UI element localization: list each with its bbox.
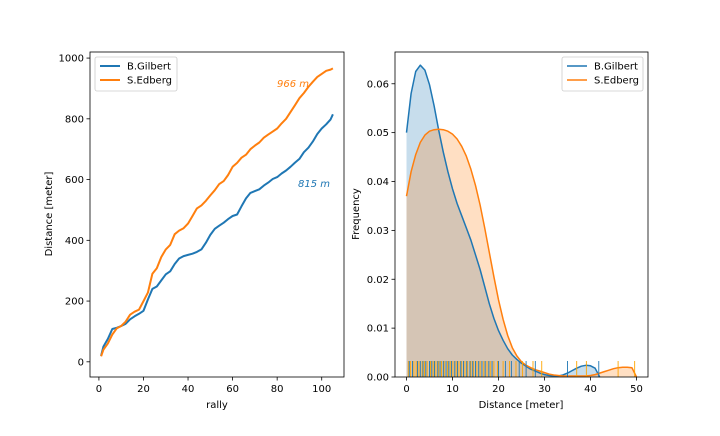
x-tick-label: 80: [271, 384, 284, 395]
y-tick-label: 800: [65, 114, 84, 125]
y-tick-label: 400: [65, 236, 84, 247]
kde-line-s-edberg: [405, 128, 638, 378]
y-tick-label: 0: [78, 357, 84, 368]
gilbert-total-annotation: 815 m: [298, 179, 330, 190]
y-tick-label: 0.02: [367, 275, 389, 286]
right-x-axis-label: Distance [meter]: [479, 400, 564, 411]
series-line-b-gilbert: [100, 113, 334, 356]
x-tick-label: 100: [312, 384, 331, 395]
right-y-ticks: 0.00 0.01 0.02 0.03 0.04 0.05 0.06: [367, 79, 395, 384]
x-tick-label: 20: [492, 384, 505, 395]
y-tick-label: 0.03: [367, 226, 389, 237]
cumulative-distance-chart: 0 20 40 60 80 100 0 200 400 600 800 1000 rally Dis…: [44, 51, 345, 411]
y-tick-label: 0.01: [367, 324, 389, 335]
x-tick-label: 40: [182, 384, 195, 395]
right-x-ticks: 0 10 20 30 40 50: [403, 377, 643, 395]
y-tick-label: 0.04: [367, 177, 389, 188]
right-plot-area: [405, 64, 638, 378]
x-tick-label: 0: [96, 384, 102, 395]
left-x-ticks: 0 20 40 60 80 100: [96, 377, 331, 395]
y-tick-label: 0.05: [367, 128, 389, 139]
right-y-axis-label: Frequency: [351, 188, 362, 240]
legend-label-edberg-kde: S.Edberg: [594, 76, 639, 87]
x-tick-label: 10: [446, 384, 459, 395]
distance-distribution-chart: 0 10 20 30 40 50 0.00 0.01 0.02 0.03 0.04 0.05 0.06…: [351, 51, 649, 411]
legend-label-edberg: S.Edberg: [127, 76, 172, 87]
legend-label-gilbert-kde: B.Gilbert: [594, 62, 638, 73]
y-tick-label: 200: [65, 297, 84, 308]
x-tick-label: 40: [584, 384, 597, 395]
left-axes-frame: [89, 51, 345, 378]
y-tick-label: 0.00: [367, 373, 389, 384]
edberg-total-annotation: 966 m: [277, 79, 309, 90]
kde-area-s-edberg: [406, 129, 637, 377]
right-legend: B.Gilbert S.Edberg: [561, 56, 644, 92]
left-plot-area: [100, 67, 334, 357]
x-tick-label: 0: [403, 384, 409, 395]
y-tick-label: 0.06: [367, 79, 389, 90]
series-line-s-edberg: [100, 67, 334, 357]
left-x-axis-label: rally: [206, 400, 228, 411]
y-tick-label: 1000: [59, 54, 84, 65]
x-tick-label: 30: [538, 384, 551, 395]
left-y-axis-label: Distance [meter]: [44, 172, 55, 257]
x-tick-label: 50: [630, 384, 643, 395]
legend-label-gilbert: B.Gilbert: [127, 62, 171, 73]
right-axes-frame: [394, 51, 649, 378]
left-legend: B.Gilbert S.Edberg: [94, 56, 178, 92]
kde-area-b-gilbert: [406, 65, 600, 377]
y-tick-label: 600: [65, 175, 84, 186]
x-tick-label: 60: [226, 384, 239, 395]
left-y-ticks: 0 200 400 600 800 1000: [59, 54, 90, 368]
x-tick-label: 20: [137, 384, 150, 395]
